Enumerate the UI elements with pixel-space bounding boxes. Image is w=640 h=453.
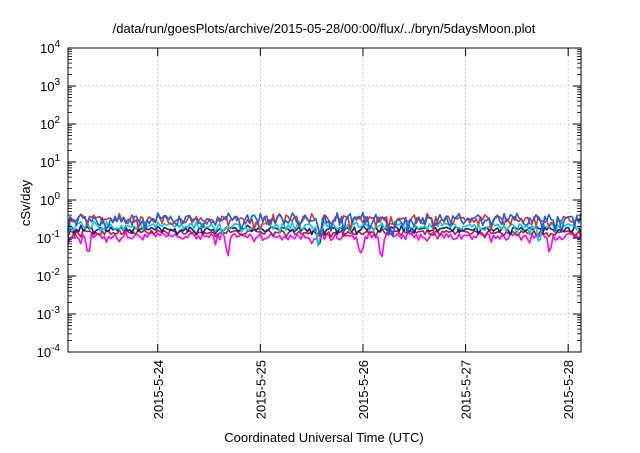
y-axis: 10-4 10-3 10-2 10-1 100 101 102 103 104 bbox=[37, 39, 581, 360]
x-tick-label: 2015-5-28 bbox=[561, 360, 576, 419]
y-tick-label: 103 bbox=[40, 77, 60, 94]
y-tick-label: 10-3 bbox=[37, 305, 61, 322]
y-tick-label: 10-1 bbox=[37, 229, 61, 246]
x-tick-label: 2015-5-26 bbox=[356, 360, 371, 419]
x-axis: 2015-5-24 2015-5-25 2015-5-26 2015-5-27 2015… bbox=[151, 48, 576, 419]
grid bbox=[68, 48, 581, 352]
series-group bbox=[67, 211, 582, 258]
x-tick-label: 2015-5-27 bbox=[459, 360, 474, 419]
x-axis-label: Coordinated Universal Time (UTC) bbox=[224, 430, 423, 445]
y-tick-label: 10-2 bbox=[37, 267, 61, 284]
series-line bbox=[67, 228, 582, 238]
y-tick-label: 102 bbox=[40, 115, 60, 132]
y-tick-label: 100 bbox=[40, 191, 60, 208]
y-tick-label: 104 bbox=[40, 39, 60, 56]
y-tick-label: 101 bbox=[40, 153, 60, 170]
series-line bbox=[67, 224, 582, 246]
x-tick-label: 2015-5-25 bbox=[253, 360, 268, 419]
x-tick-label: 2015-5-24 bbox=[151, 360, 166, 419]
chart-title: /data/run/goesPlots/archive/2015-05-28/0… bbox=[113, 21, 536, 36]
series-line bbox=[67, 220, 582, 247]
y-tick-label: 10-4 bbox=[37, 343, 61, 360]
y-axis-label: cSv/day bbox=[18, 179, 33, 226]
series-line bbox=[67, 211, 582, 238]
